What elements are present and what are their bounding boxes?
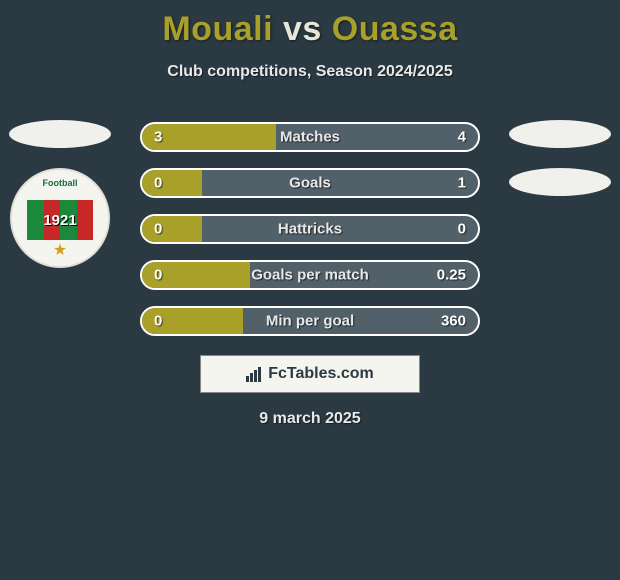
left-side-column: Football 1921 ★ [0, 120, 120, 268]
brand-box: FcTables.com [200, 355, 420, 393]
player1-flag-placeholder [9, 120, 111, 148]
player2-name: Ouassa [332, 10, 458, 48]
badge-year: 1921 [12, 212, 108, 229]
bar-stat-label: Goals per match [142, 267, 478, 284]
vs-label: vs [283, 10, 322, 48]
stats-bars-area: 34Matches 01Goals 00Hattricks 00.25Goals pe… [140, 122, 480, 352]
stat-bar-row: 01Goals [140, 168, 480, 198]
stat-bar-row: 34Matches [140, 122, 480, 152]
player2-club-placeholder [509, 168, 611, 196]
brand-text: FcTables.com [268, 365, 374, 383]
player1-club-badge: Football 1921 ★ [10, 168, 110, 268]
badge-text-top: Football [12, 178, 108, 188]
bar-stat-label: Matches [142, 129, 478, 146]
stat-bar-row: 0360Min per goal [140, 306, 480, 336]
bar-stat-label: Hattricks [142, 221, 478, 238]
season-subtitle: Club competitions, Season 2024/2025 [0, 63, 620, 81]
right-side-column [500, 120, 620, 216]
comparison-title: Mouali vs Ouassa [0, 0, 620, 49]
bar-stat-label: Goals [142, 175, 478, 192]
bar-stat-label: Min per goal [142, 313, 478, 330]
player2-flag-placeholder [509, 120, 611, 148]
badge-star-icon: ★ [12, 240, 108, 260]
chart-icon [246, 366, 264, 382]
player1-name: Mouali [162, 10, 273, 48]
stat-bar-row: 00Hattricks [140, 214, 480, 244]
stat-bar-row: 00.25Goals per match [140, 260, 480, 290]
date-label: 9 march 2025 [0, 410, 620, 428]
